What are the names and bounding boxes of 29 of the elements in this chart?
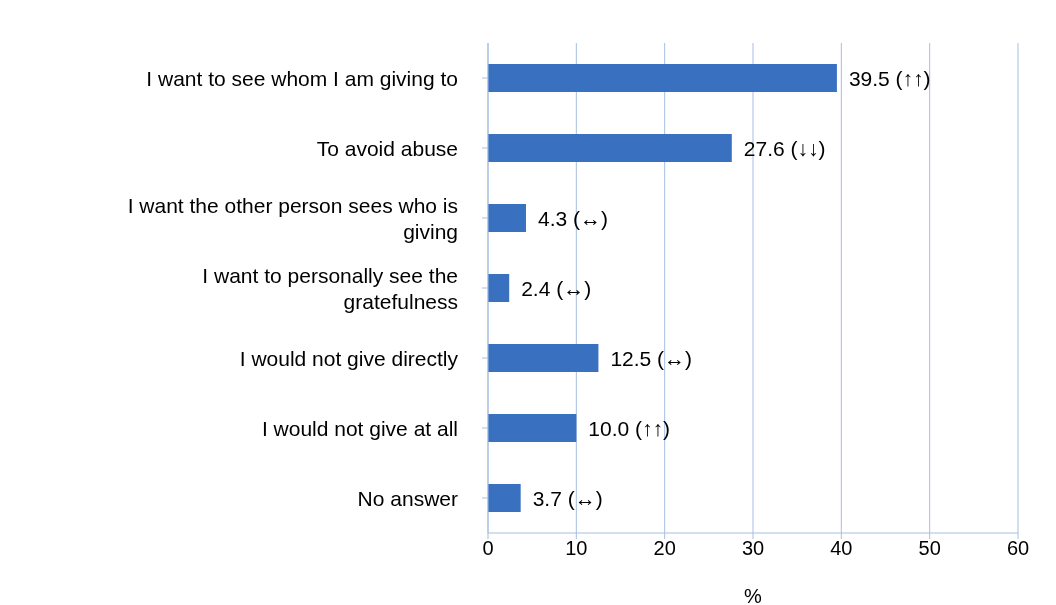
bar [488, 134, 732, 162]
y-tick-label: I want to personally see the gratefulness [202, 263, 458, 313]
x-tick-label: 20 [653, 537, 676, 560]
data-label: 2.4 (↔) [521, 276, 592, 300]
x-axis-title: % [744, 585, 763, 605]
bar [488, 344, 599, 372]
bar [488, 64, 837, 92]
x-tick-label: 50 [918, 537, 941, 560]
x-tick-label: 0 [482, 537, 494, 560]
data-label: 12.5 (↔) [610, 346, 693, 370]
bar [488, 204, 526, 232]
y-tick-label: No answer [357, 486, 458, 510]
y-tick-label: To avoid abuse [316, 136, 458, 160]
data-label: 10.0 (↑↑) [588, 416, 671, 440]
y-tick-label: I would not give directly [239, 346, 459, 370]
data-label: 3.7 (↔) [532, 486, 603, 510]
data-label: 4.3 (↔) [537, 206, 608, 230]
bar [488, 484, 521, 512]
data-label: 39.5 (↑↑) [848, 66, 931, 90]
x-tick-label: 40 [830, 537, 853, 560]
y-tick-label: I want to see whom I am giving to [146, 66, 458, 90]
x-tick-label: 60 [1006, 537, 1030, 560]
bar [488, 274, 510, 302]
y-tick-label: I want the other person sees who is giving [127, 193, 458, 243]
data-label: 27.6 (↓↓) [743, 136, 826, 160]
x-tick-label: 10 [565, 537, 588, 560]
x-tick-label: 30 [741, 537, 765, 560]
bar [488, 414, 577, 442]
y-tick-label: I would not give at all [261, 416, 458, 440]
